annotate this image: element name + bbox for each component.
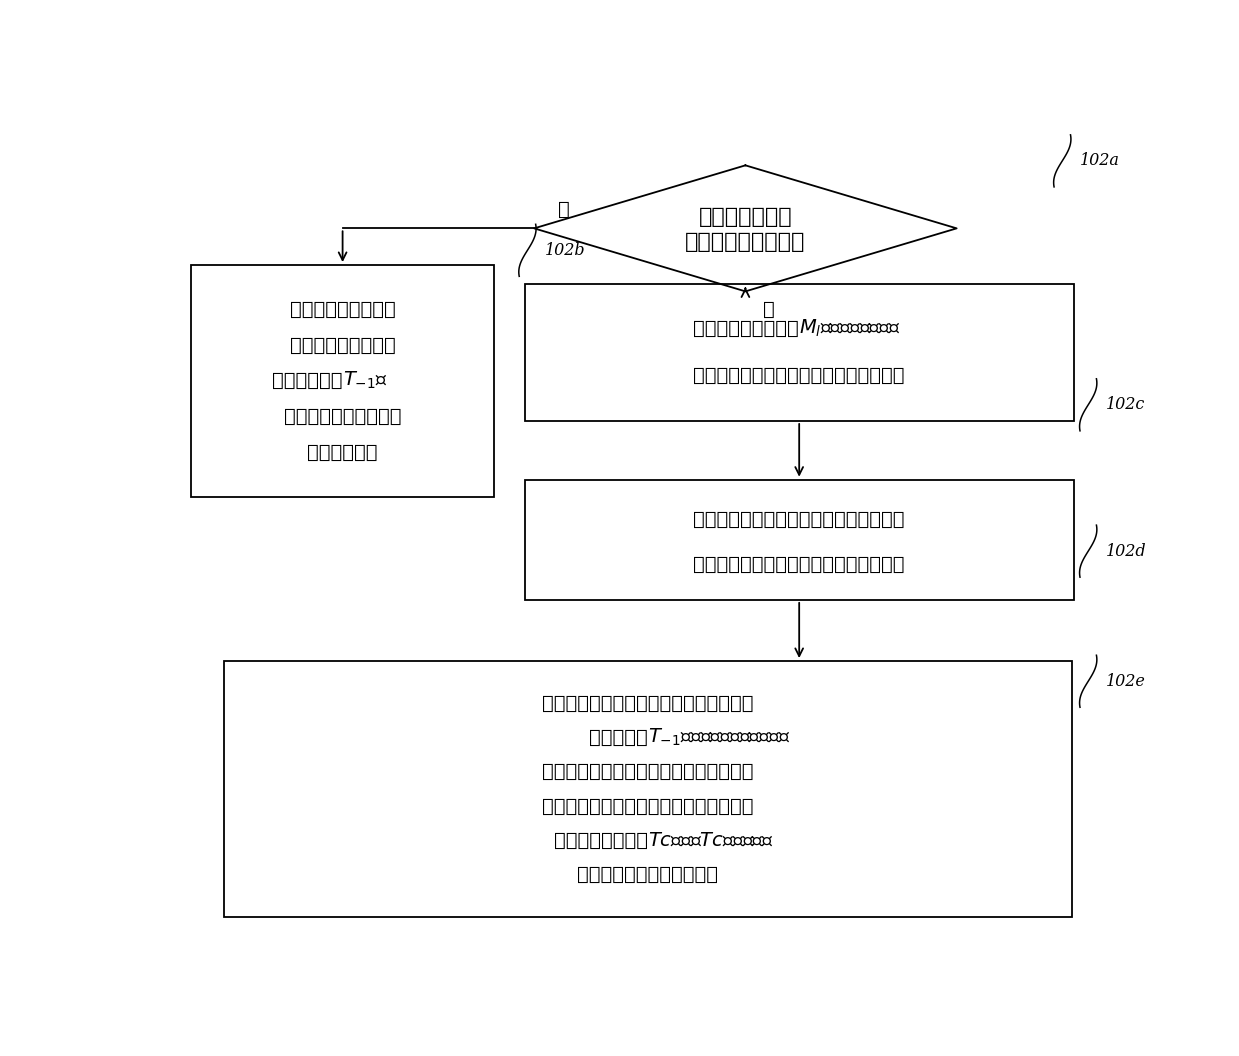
Text: 102b: 102b xyxy=(545,242,585,259)
Text: $T_{-1}$作为第一丢失帧每个子帧: $T_{-1}$作为第一丢失帧每个子帧 xyxy=(648,728,790,749)
Text: 理得到第一修正值: 理得到第一修正值 xyxy=(554,831,648,850)
Text: $Tc$，将该$Tc$作为该第一: $Tc$，将该$Tc$作为该第一 xyxy=(648,831,773,850)
Bar xyxy=(224,661,1072,917)
Text: 否: 否 xyxy=(763,300,774,319)
Text: 使用浊音起始帧的最: 使用浊音起始帧的最 xyxy=(290,300,395,319)
Text: 是: 是 xyxy=(559,200,570,219)
Text: $T_{-1}$作: $T_{-1}$作 xyxy=(343,371,388,392)
Text: 判断浊音起始帧: 判断浊音起始帧 xyxy=(699,207,792,227)
Bar xyxy=(191,265,494,496)
Text: 使用浊音起始帧最后一个子帧的基音延时: 使用浊音起始帧最后一个子帧的基音延时 xyxy=(543,694,753,713)
Bar xyxy=(524,284,1074,421)
Polygon shape xyxy=(534,166,957,291)
Text: 丢失帧每个子帧的基音延时: 丢失帧每个子帧的基音延时 xyxy=(577,865,719,884)
Text: 102a: 102a xyxy=(1079,152,1120,169)
Text: 的基音延时基准值，采用修正因子和尺度: 的基音延时基准值，采用修正因子和尺度 xyxy=(543,762,753,781)
Text: 第一修正量为尺度因子和修正因子的乘积: 第一修正量为尺度因子和修正因子的乘积 xyxy=(694,554,904,573)
Text: 的整数部分做消除基音延时的倍数的处理: 的整数部分做消除基音延时的倍数的处理 xyxy=(694,366,904,385)
Text: 后一个子帧的基音延: 后一个子帧的基音延 xyxy=(290,336,395,355)
Text: 的整数部分: 的整数部分 xyxy=(590,729,648,748)
Text: 因子对基音延时基本值进行第一次修正处: 因子对基音延时基本值进行第一次修正处 xyxy=(543,796,753,815)
Text: 对当前丢失帧之前的: 对当前丢失帧之前的 xyxy=(694,319,799,338)
Text: 时的整数部分: 时的整数部分 xyxy=(273,372,343,391)
Text: 102e: 102e xyxy=(1105,673,1145,690)
Text: 作为第一丢失帧每个子: 作为第一丢失帧每个子 xyxy=(284,408,401,427)
Text: 帧的基音延时: 帧的基音延时 xyxy=(307,442,378,461)
Text: $M_l$个子帧的基音延时: $M_l$个子帧的基音延时 xyxy=(799,318,901,339)
Text: 102d: 102d xyxy=(1105,543,1146,560)
Text: 确定基音延时的修正因子和尺度因子，取: 确定基音延时的修正因子和尺度因子，取 xyxy=(694,510,904,529)
Text: 102c: 102c xyxy=(1105,396,1145,413)
Bar xyxy=(524,479,1074,600)
Text: 是否符合稳定性条件: 是否符合稳定性条件 xyxy=(685,232,805,252)
